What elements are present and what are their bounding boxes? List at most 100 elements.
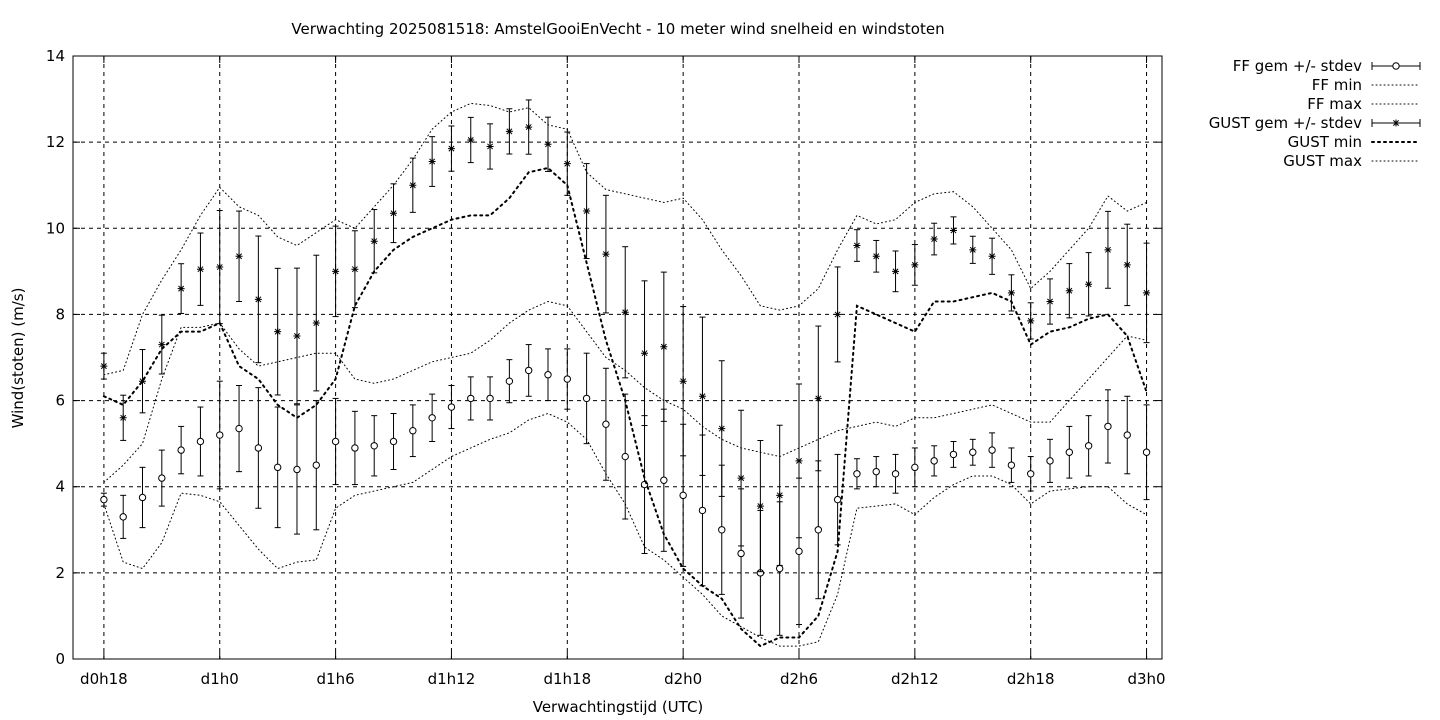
data-point: [621, 308, 629, 316]
series-ff-gem-stdev: [100, 344, 1151, 636]
data-point: [312, 319, 320, 327]
y-tick-label: 6: [55, 392, 65, 410]
axis-ticks: 0 2 4 6 8 10 12 14 d0h18 d1h0 d1h6 d1h12 d1h18 d2h0 d2…: [46, 47, 1166, 688]
data-point: [409, 181, 417, 189]
data-point: [1123, 261, 1131, 269]
data-point: [158, 474, 166, 482]
data-point: [312, 461, 320, 469]
y-tick-label: 8: [55, 305, 65, 323]
series-line: [103, 412, 1148, 647]
legend-item: GUST gem +/- stdev: [1209, 114, 1421, 132]
series-gust-gem-stdev: [100, 99, 1151, 573]
grid-lines: [73, 56, 1162, 659]
data-point: [872, 252, 880, 260]
legend-item: FF max: [1307, 95, 1421, 113]
data-point: [1104, 246, 1112, 254]
legend-item: GUST max: [1283, 152, 1421, 170]
legend-label: GUST max: [1283, 152, 1362, 170]
data-point: [274, 328, 282, 336]
series-line: [103, 102, 1148, 376]
data-point: [216, 263, 224, 271]
data-point: [891, 470, 900, 478]
data-point: [563, 160, 571, 168]
plot-area: [72, 55, 1163, 660]
data-point: [988, 252, 996, 260]
data-point: [679, 377, 687, 385]
data-point: [216, 431, 224, 439]
data-point: [1027, 317, 1035, 325]
data-point: [100, 362, 108, 370]
y-tick-label: 0: [55, 650, 65, 668]
data-point: [467, 136, 475, 144]
data-point: [119, 414, 127, 422]
x-tick-label: d2h12: [891, 670, 939, 688]
data-point: [177, 285, 185, 293]
legend-label: GUST gem +/- stdev: [1209, 114, 1362, 132]
x-tick-label: d1h6: [317, 670, 355, 688]
x-tick-label: d3h0: [1127, 670, 1165, 688]
data-point: [775, 564, 784, 573]
data-point: [1085, 280, 1093, 288]
data-point: [293, 332, 301, 340]
data-point: [833, 495, 842, 504]
legend-label: GUST min: [1288, 133, 1362, 151]
y-tick-label: 4: [55, 478, 65, 496]
series-line: [102, 166, 1148, 648]
data-point: [1142, 448, 1151, 456]
data-point: [969, 246, 977, 254]
x-tick-label: d1h0: [201, 670, 239, 688]
legend-marker: [1392, 119, 1400, 127]
x-tick-label: d2h18: [1007, 670, 1055, 688]
data-point: [428, 414, 436, 422]
data-point: [660, 343, 668, 351]
data-point: [872, 467, 880, 476]
legend-marker: [1392, 62, 1400, 70]
x-tick-label: d2h0: [664, 670, 702, 688]
data-point: [351, 265, 359, 273]
data-point: [139, 377, 147, 385]
series-gust-max: [103, 102, 1148, 376]
data-point: [235, 424, 243, 433]
legend-label: FF max: [1307, 95, 1362, 113]
legend-label: FF gem +/- stdev: [1233, 57, 1362, 75]
series-layer: [100, 99, 1151, 648]
data-point: [930, 235, 938, 243]
data-point: [254, 444, 263, 452]
data-point: [447, 145, 455, 153]
data-point: [814, 526, 823, 534]
data-point: [138, 493, 147, 502]
data-point: [641, 349, 649, 357]
data-point: [544, 140, 552, 148]
data-point: [409, 427, 417, 435]
data-point: [524, 366, 533, 375]
data-point: [389, 437, 398, 446]
data-point: [331, 437, 340, 446]
y-tick-label: 14: [46, 47, 65, 65]
data-point: [582, 394, 591, 403]
y-tick-label: 2: [55, 564, 65, 582]
data-point: [235, 252, 243, 260]
data-point: [834, 310, 842, 318]
legend-item: GUST min: [1288, 133, 1421, 151]
data-point: [737, 549, 745, 558]
data-point: [621, 452, 629, 461]
series-gust-min: [102, 166, 1148, 648]
data-point: [158, 341, 166, 349]
data-point: [370, 442, 378, 450]
x-tick-label: d0h18: [80, 670, 128, 688]
data-point: [930, 457, 938, 465]
data-point: [505, 127, 513, 135]
data-point: [583, 207, 591, 215]
data-point: [505, 377, 514, 385]
data-point: [1065, 448, 1074, 456]
data-point: [795, 457, 803, 465]
y-tick-label: 10: [46, 219, 65, 237]
series-ff-min: [103, 412, 1148, 647]
chart-title: Verwachting 2025081518: AmstelGooiEnVech…: [291, 20, 944, 38]
data-point: [351, 444, 359, 452]
data-point: [177, 446, 185, 454]
data-point: [602, 420, 610, 428]
y-tick-label: 12: [46, 133, 65, 151]
data-point: [949, 226, 957, 234]
